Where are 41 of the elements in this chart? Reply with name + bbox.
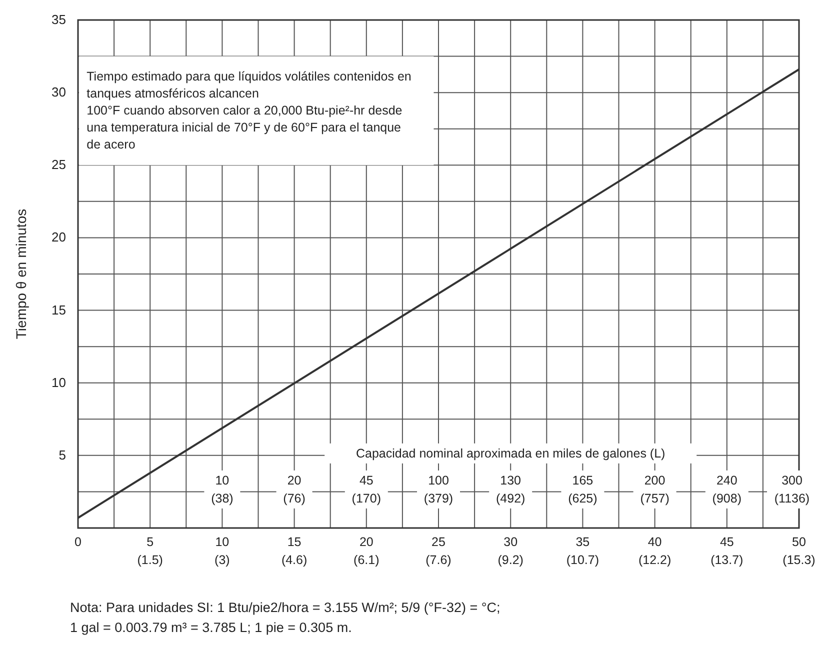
x2-tick-label: (4.6) xyxy=(281,553,308,567)
x-tick-label: 50 xyxy=(792,535,806,549)
annotation: 240 (908) xyxy=(712,473,742,506)
y-tick-label: 35 xyxy=(52,12,66,27)
x2-tick-label: (7.6) xyxy=(426,553,452,567)
annotation: 130 (492) xyxy=(496,473,526,506)
annotation: 300 (1136) xyxy=(774,473,810,506)
y-tick-label: 30 xyxy=(52,84,66,100)
x2-tick-label: (1.5) xyxy=(137,553,163,567)
y-axis-title: Tiempo θ en minutos xyxy=(13,208,29,340)
annotation: 45 (170) xyxy=(352,473,381,506)
x2-tick-label: (3) xyxy=(214,553,230,567)
x-tick-label: 20 xyxy=(359,535,374,549)
y-tick-label: 15 xyxy=(52,302,66,318)
y-tick-label: 20 xyxy=(52,230,66,245)
annotation: 100 (379) xyxy=(424,473,454,506)
x-tick-label: 40 xyxy=(648,535,662,549)
annotation: 165 (625) xyxy=(568,473,598,506)
x-tick-label: 35 xyxy=(576,535,590,549)
x-tick-label: 0 xyxy=(74,535,82,549)
x-tick-label: 30 xyxy=(504,535,518,549)
x2-tick-label: (10.7) xyxy=(566,553,600,567)
annotation: 20 (76) xyxy=(283,473,306,506)
annotation: 200 (757) xyxy=(640,473,670,506)
x2-tick-label: (9.2) xyxy=(498,553,524,567)
x2-tick-label: (6.1) xyxy=(354,553,380,567)
text: Tiempo estimado para que líquidos volátiles contenidos en tanques atmosféricos alcancen 100°F cuando absorven calor a 20,000 Btu-pie²-hr desde una temperatura inicial de 70°F y de 60°F para el tanque de acero xyxy=(86,69,412,152)
x2-tick-label: (13.7) xyxy=(710,553,744,567)
x2-tick-label: (15.3) xyxy=(782,553,816,567)
x-tick-label: 45 xyxy=(720,535,734,549)
x-tick-label: 25 xyxy=(432,535,446,549)
annotation: 10 (38) xyxy=(211,473,234,506)
x-tick-label: 10 xyxy=(215,535,230,549)
y-tick-label: 25 xyxy=(52,157,66,172)
x2-tick-label: (12.2) xyxy=(638,553,672,567)
text: Nota: Para unidades SI: 1 Btu/pie2/hora = 3.155 W/m²; 5/9 (°F-32) = °C; 1 gal = 0.003.79 m³ = 3.785 L; 1 pie = 0.305 m. xyxy=(70,600,500,635)
y-tick-label: 10 xyxy=(52,374,66,390)
annotation: Capacidad nominal aproximada en miles de galones (L) xyxy=(356,446,666,460)
x-tick-label: 15 xyxy=(287,535,302,549)
x-tick-label: 5 xyxy=(146,535,154,549)
y-tick-label: 5 xyxy=(58,447,66,462)
